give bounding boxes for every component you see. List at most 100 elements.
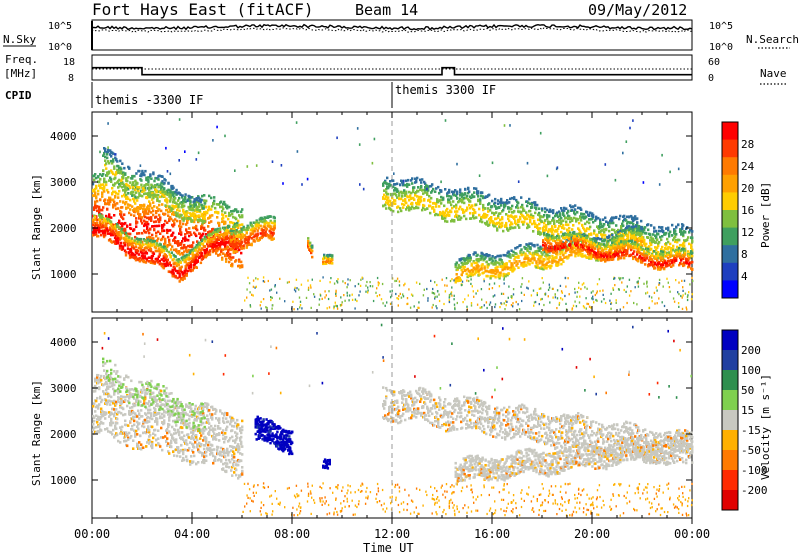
data-cell [180,261,182,264]
data-cell [129,199,131,202]
data-cell [525,264,527,267]
data-cell [132,191,134,194]
data-cell [508,253,510,256]
data-cell [167,236,169,239]
data-cell [101,209,103,212]
data-cell [213,196,215,199]
data-cell [476,254,478,257]
noise-left-tick-top: 10^5 [48,21,72,32]
data-cell [198,205,200,208]
data-cell [464,266,466,269]
data-cell [146,226,148,229]
data-cell [520,248,522,251]
data-cell [418,203,420,206]
data-cell [446,220,448,223]
data-cell [107,191,109,194]
noise-traces [92,21,692,50]
data-cell [672,245,674,248]
data-cell [687,236,689,239]
data-cell [619,215,621,218]
data-cell [517,266,519,269]
data-cell [108,203,110,206]
data-cell [97,193,99,196]
data-cell [149,228,151,231]
data-cell [164,204,166,207]
data-cell [133,175,135,178]
data-cell [179,220,181,223]
data-cell [149,203,151,206]
data-cell [161,203,163,206]
data-cell [465,218,467,221]
data-cell [193,198,195,201]
data-cell [235,259,237,262]
data-cell [675,233,677,236]
data-cell [398,194,400,197]
data-cell [138,253,140,256]
data-cell [608,230,610,233]
data-cell [184,193,186,196]
data-cell [97,190,99,193]
data-cell [528,198,530,201]
data-cell [477,265,479,268]
data-cell [486,220,488,223]
data-cell [560,217,562,220]
data-cell [435,205,437,208]
data-cell [471,264,473,267]
data-cell [159,216,161,219]
data-cell [557,263,559,266]
data-cell [511,264,513,267]
data-cell [567,248,569,251]
data-cell [178,264,180,267]
data-cell [593,229,595,232]
data-cell [146,193,148,196]
data-cell [113,165,115,168]
data-cell [185,261,187,264]
data-cell [203,207,205,210]
noise-right-tick-bottom: 10^0 [709,42,733,53]
data-cell [602,249,604,252]
data-cell [96,222,98,225]
data-cell [137,250,139,253]
data-cell [121,206,123,209]
data-cell [432,206,434,209]
data-cell [156,183,158,186]
data-cell [205,200,207,203]
data-cell [623,215,625,218]
data-cell [188,227,190,230]
data-cell [401,194,403,197]
data-cell [574,255,576,258]
data-cell [534,201,536,204]
data-cell [243,226,245,229]
data-cell [573,231,575,234]
data-cell [192,214,194,217]
data-cell [163,229,165,232]
data-cell [156,197,158,200]
data-cell [219,253,221,256]
data-cell [105,224,107,227]
cpid-segment-2: themis 3300 IF [395,83,496,97]
data-cell [408,183,410,186]
data-cell [615,216,617,219]
noise-right-label: N.Search [746,33,799,46]
data-cell [225,260,227,263]
data-cell [560,207,562,210]
data-cell [98,206,100,209]
data-cell [426,207,428,210]
data-cell [135,191,137,194]
data-cell [182,211,184,214]
data-cell [114,196,116,199]
data-cell [158,214,160,217]
data-cell [647,236,649,239]
data-cell [495,211,497,214]
data-cell [265,230,267,233]
data-cell [612,222,614,225]
data-cell [499,274,501,277]
data-cell [580,208,582,211]
data-cell [233,247,235,250]
data-cell [529,247,531,250]
data-cell [95,195,97,198]
data-cell [270,215,272,218]
data-cell [140,241,142,244]
data-cell [204,229,206,232]
data-cell [222,217,224,220]
